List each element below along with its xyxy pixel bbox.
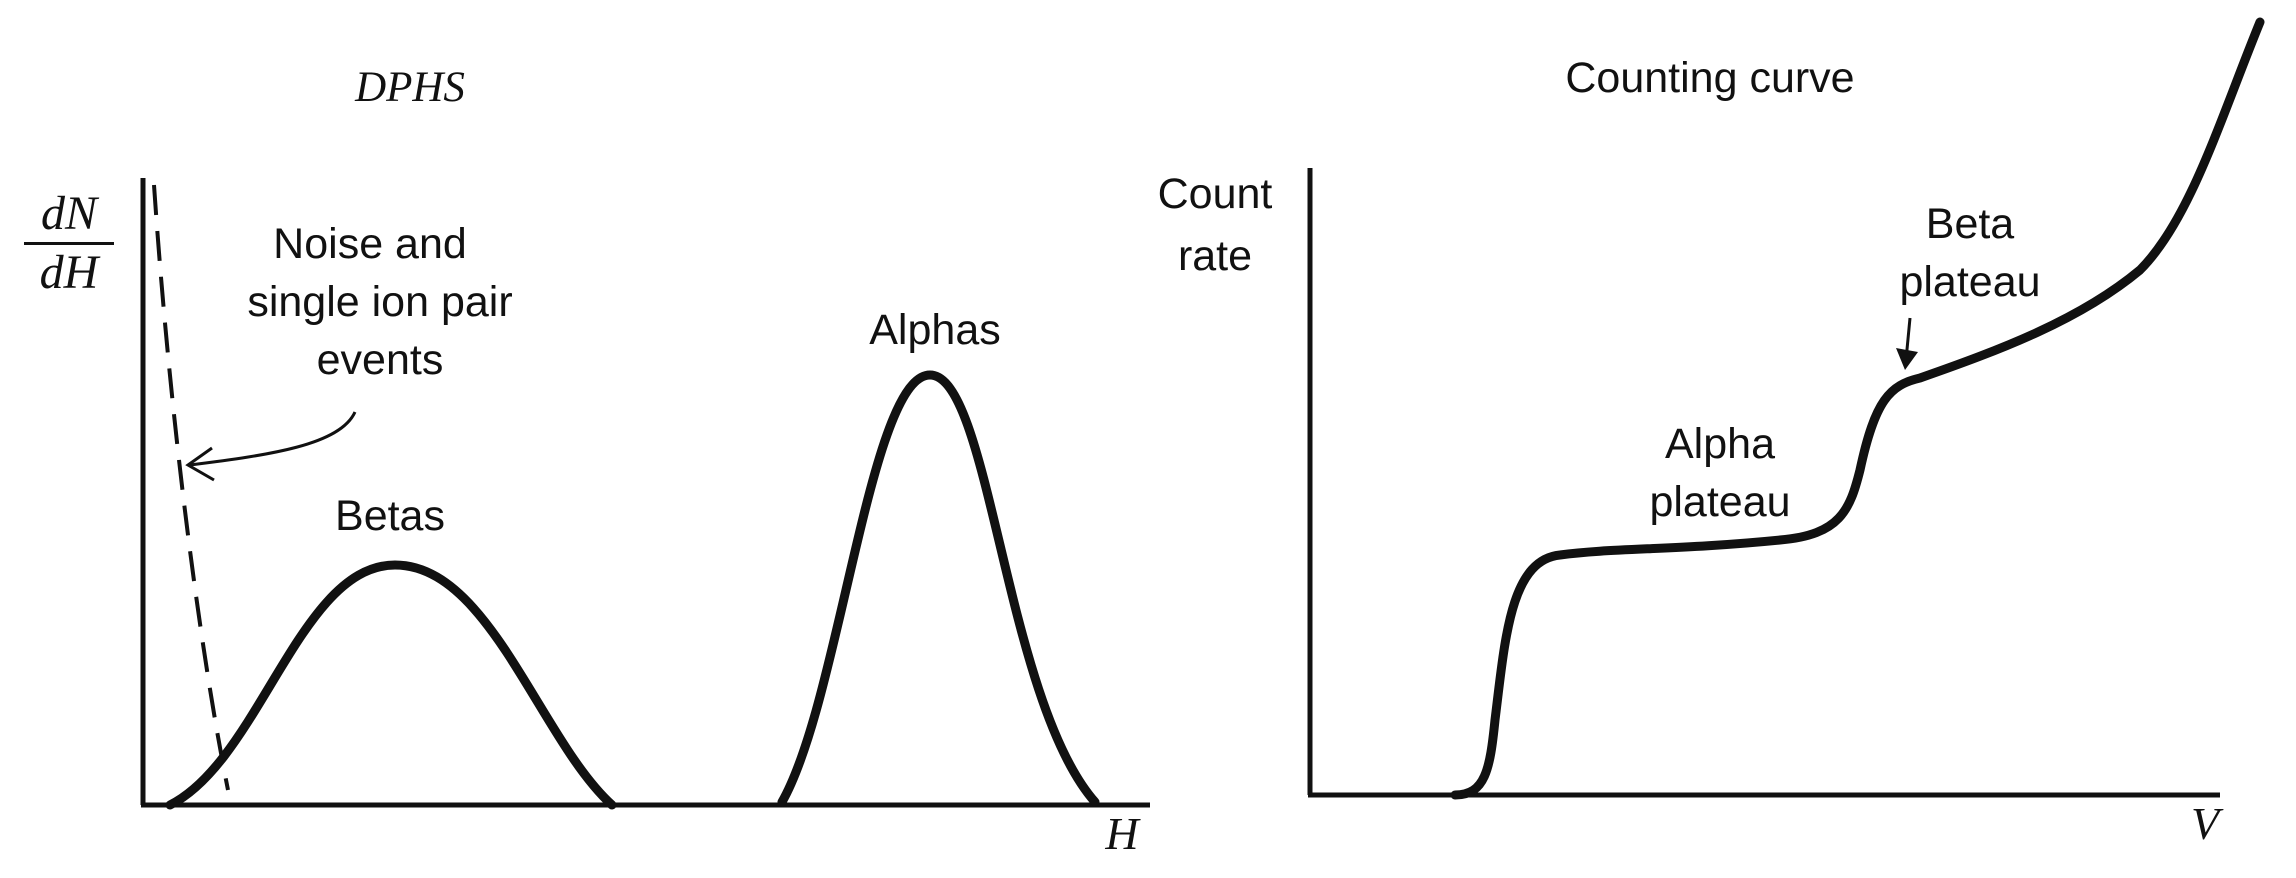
noise-label-line3: events xyxy=(316,336,444,384)
counting-y-label-line1: Count xyxy=(1157,170,1273,218)
dphs-x-axis-label: H xyxy=(1105,808,1139,859)
betas-peak xyxy=(165,560,617,810)
counting-title: Counting curve xyxy=(1565,54,1855,102)
y-label-denominator: dH xyxy=(39,246,99,299)
counting-x-axis-label: V xyxy=(2190,798,2220,849)
alphas-label: Alphas xyxy=(869,306,1001,354)
dphs-title: DPHS xyxy=(355,64,465,111)
dphs-plot xyxy=(140,178,1150,810)
y-label-fraction-bar xyxy=(24,242,114,245)
counting-curve-plot xyxy=(1307,17,2265,800)
noise-arrow xyxy=(189,411,357,467)
alpha-plateau-label-line1: Alpha xyxy=(1665,420,1775,468)
noise-arrowhead xyxy=(185,446,215,482)
beta-plateau-label-line1: Beta xyxy=(1925,200,2015,248)
dphs-panel: DPHS dN dH Noise and single ion pair eve… xyxy=(24,64,1150,859)
alpha-plateau-label-line2: plateau xyxy=(1649,478,1791,526)
noise-label-line2: single ion pair xyxy=(247,278,513,326)
counting-y-label-line2: rate xyxy=(1177,232,1253,280)
betas-label: Betas xyxy=(335,492,445,540)
dphs-y-axis-label: dN dH xyxy=(24,188,114,299)
counting-curve-line xyxy=(1450,17,2265,800)
noise-curve xyxy=(152,184,230,791)
y-label-numerator: dN xyxy=(40,187,97,240)
alphas-peak xyxy=(777,370,1100,807)
noise-label-line1: Noise and xyxy=(273,220,467,268)
counting-curve-panel: Counting curve Count rate Alpha plateau … xyxy=(1158,0,2296,878)
beta-pointer-head xyxy=(1896,348,1918,370)
beta-plateau-label-line2: plateau xyxy=(1899,258,2041,306)
